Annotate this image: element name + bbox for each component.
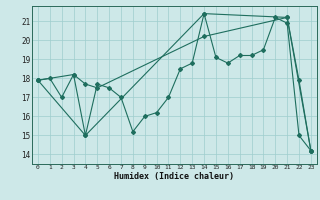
X-axis label: Humidex (Indice chaleur): Humidex (Indice chaleur) [115,172,234,181]
